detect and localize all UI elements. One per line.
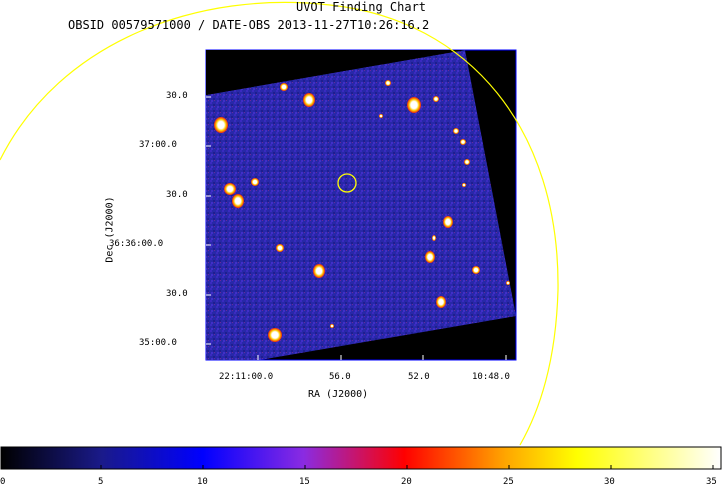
source [425, 251, 435, 263]
dec-tick-label: 30.0 [166, 289, 188, 299]
source [433, 96, 439, 102]
dec-tick-label: 37:00.0 [139, 140, 177, 150]
source [268, 328, 282, 342]
source [303, 93, 315, 107]
chart-title: UVOT Finding Chart [295, 0, 427, 14]
source [379, 114, 383, 118]
ra-tick-label: 56.0 [329, 372, 351, 382]
colorbar [0, 446, 722, 470]
x-axis-label: RA (J2000) [308, 389, 369, 400]
ra-tick-label: 22:11:00.0 [219, 372, 274, 382]
chart-subtitle: OBSID 00579571000 / DATE-OBS 2013-11-27T… [68, 18, 430, 32]
ra-tick-label: 10:48.0 [472, 372, 510, 382]
colorbar-tick-label: 10 [197, 477, 208, 487]
fov-ellipse [0, 1, 559, 446]
colorbar-tick-label: 20 [401, 477, 412, 487]
sources [214, 80, 510, 342]
colorbar-tick-label: 0 [0, 477, 6, 487]
source [472, 266, 480, 274]
colorbar-ticks [100, 465, 714, 469]
source [280, 83, 288, 91]
exposure-region [206, 50, 516, 360]
source [251, 178, 259, 186]
source [407, 97, 421, 113]
dec-tick-label: 36:36:00.0 [109, 239, 164, 249]
source [464, 159, 470, 165]
dec-tick-label: 35:00.0 [139, 338, 177, 348]
source [313, 264, 325, 278]
source [506, 281, 510, 285]
frame-ticks [206, 96, 507, 360]
colorbar-tick-label: 35 [706, 477, 717, 487]
colorbar-tick-label: 15 [299, 477, 310, 487]
dec-tick-label: 30.0 [166, 91, 188, 101]
source [436, 296, 446, 308]
source [232, 194, 244, 208]
colorbar-tick-label: 5 [98, 477, 104, 487]
source [443, 216, 453, 228]
ra-tick-label: 52.0 [408, 372, 430, 382]
source [214, 117, 228, 133]
colorbar-tick-label: 30 [604, 477, 615, 487]
source [453, 128, 459, 134]
source [385, 80, 391, 86]
dec-tick-label: 30.0 [166, 190, 188, 200]
y-axis-label: Dec (J2000) [104, 196, 116, 263]
source [460, 139, 466, 145]
source [224, 183, 236, 195]
source [462, 183, 466, 187]
exposure-top-strip [206, 50, 465, 95]
source [432, 235, 436, 241]
source [330, 324, 334, 328]
target-marker [337, 173, 357, 193]
source [276, 244, 284, 252]
colorbar-tick-label: 25 [503, 477, 514, 487]
